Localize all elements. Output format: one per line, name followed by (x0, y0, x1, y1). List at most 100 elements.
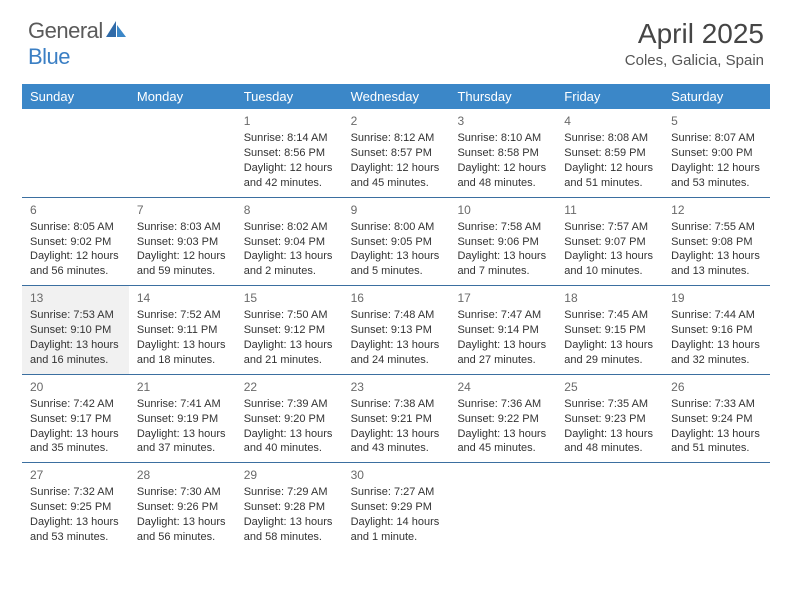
weekday-mon: Monday (129, 84, 236, 109)
daylight-text: and 59 minutes. (137, 264, 230, 279)
sunset-text: Sunset: 9:05 PM (351, 235, 444, 250)
day-cell: 11 Sunrise: 7:57 AMSunset: 9:07 PMDayligh… (556, 198, 663, 286)
daylight-text: and 16 minutes. (30, 353, 123, 368)
day-cell: 23Sunrise: 7:38 AMSunset: 9:21 PMDayligh… (343, 375, 450, 463)
day-number: 1 (244, 113, 337, 129)
sunset-text: Sunset: 8:58 PM (457, 146, 550, 161)
sunrise-text: Sunrise: 7:29 AM (244, 485, 337, 500)
daylight-text: Daylight: 13 hours (671, 427, 764, 442)
month-title: April 2025 (625, 18, 764, 50)
logo-text: GeneralBlue (28, 18, 127, 70)
week-row: 20 Sunrise: 7:42 AMSunset: 9:17 PM Dayligh… (22, 375, 770, 464)
daylight-text: and 56 minutes. (30, 264, 123, 279)
sunrise-text: Sunrise: 7:32 AM (30, 485, 123, 500)
day-number: 28 (137, 467, 230, 483)
daylight-text: Daylight: 13 hours (137, 338, 230, 353)
daylight-text: and 48 minutes. (457, 176, 550, 191)
sunset-text: Sunset: 9:23 PM (564, 412, 657, 427)
weekday-fri: Friday (556, 84, 663, 109)
day-cell: 3Sunrise: 8:10 AMSunset: 8:58 PMDaylight… (449, 109, 556, 197)
day-number: 12 (671, 202, 764, 218)
sunrise-text: Sunrise: 7:27 AM (351, 485, 444, 500)
daylight-text: and 51 minutes. (564, 176, 657, 191)
page-header: GeneralBlue April 2025 Coles, Galicia, S… (0, 0, 792, 78)
day-cell: 26 Sunrise: 7:33 AMSunset: 9:24 PMDayligh… (663, 375, 770, 463)
day-number: 29 (244, 467, 337, 483)
sunset-text: Sunset: 9:24 PM (671, 412, 764, 427)
day-number: 17 (457, 290, 550, 306)
day-cell: 7Sunrise: 8:03 AMSunset: 9:03 PMDaylight… (129, 198, 236, 286)
day-cell: 1Sunrise: 8:14 AMSunset: 8:56 PMDaylight… (236, 109, 343, 197)
sunset-text: Sunset: 8:57 PM (351, 146, 444, 161)
sunrise-text: Sunrise: 7:44 AM (671, 308, 764, 323)
sunrise-text: Sunrise: 7:48 AM (351, 308, 444, 323)
day-cell: 17Sunrise: 7:47 AMSunset: 9:14 PMDayligh… (449, 286, 556, 374)
day-cell: 20Sunrise: 7:42 AMSunset: 9:17 PMDayligh… (22, 375, 129, 463)
daylight-text: Daylight: 13 hours (351, 427, 444, 442)
sunset-text: Sunset: 9:26 PM (137, 500, 230, 515)
daylight-text: and 13 minutes. (671, 264, 764, 279)
sunset-text: Sunset: 9:20 PM (244, 412, 337, 427)
sunset-text: Sunset: 9:11 PM (137, 323, 230, 338)
daylight-text: Daylight: 13 hours (671, 338, 764, 353)
sunrise-text: Sunrise: 7:45 AM (564, 308, 657, 323)
sunrise-text: Sunrise: 7:30 AM (137, 485, 230, 500)
day-cell: 5Sunrise: 8:07 AMSunset: 9:00 PMDaylight… (663, 109, 770, 197)
sunrise-text: Sunrise: 8:00 AM (351, 220, 444, 235)
day-cell: 30Sunrise: 7:27 AMSunset: 9:29 PMDayligh… (343, 463, 450, 551)
sunset-text: Sunset: 9:10 PM (30, 323, 123, 338)
day-cell: 15Sunrise: 7:50 AMSunset: 9:12 PMDayligh… (236, 286, 343, 374)
sunset-text: Sunset: 8:59 PM (564, 146, 657, 161)
daylight-text: Daylight: 13 hours (564, 249, 657, 264)
sunset-text: Sunset: 9:19 PM (137, 412, 230, 427)
day-cell: 18Sunrise: 7:45 AMSunset: 9:15 PMDayligh… (556, 286, 663, 374)
sunset-text: Sunset: 9:06 PM (457, 235, 550, 250)
day-number: 14 (137, 290, 230, 306)
weekday-header-row: Sunday Monday Tuesday Wednesday Thursday… (22, 84, 770, 109)
weekday-thu: Thursday (449, 84, 556, 109)
sunset-text: Sunset: 9:07 PM (564, 235, 657, 250)
logo: GeneralBlue (28, 18, 127, 70)
daylight-text: Daylight: 12 hours (244, 161, 337, 176)
daylight-text: and 21 minutes. (244, 353, 337, 368)
daylight-text: Daylight: 13 hours (244, 515, 337, 530)
daylight-text: Daylight: 13 hours (564, 338, 657, 353)
sunset-text: Sunset: 9:13 PM (351, 323, 444, 338)
day-number: 8 (244, 202, 337, 218)
sunrise-text: Sunrise: 7:42 AM (30, 397, 123, 412)
day-cell: 19Sunrise: 7:44 AMSunset: 9:16 PMDayligh… (663, 286, 770, 374)
daylight-text: and 2 minutes. (244, 264, 337, 279)
sunrise-text: Sunrise: 7:33 AM (671, 397, 764, 412)
sunrise-text: Sunrise: 7:50 AM (244, 308, 337, 323)
daylight-text: Daylight: 13 hours (351, 338, 444, 353)
sunset-text: Sunset: 9:14 PM (457, 323, 550, 338)
sunrise-text: Sunrise: 8:07 AM (671, 131, 764, 146)
sunrise-text: Sunrise: 7:57 AM (564, 220, 657, 235)
day-cell: 14Sunrise: 7:52 AMSunset: 9:11 PMDayligh… (129, 286, 236, 374)
weeks-container: 1Sunrise: 8:14 AMSunset: 8:56 PMDaylight… (22, 109, 770, 551)
daylight-text: Daylight: 13 hours (457, 427, 550, 442)
day-number: 27 (30, 467, 123, 483)
day-cell: 6Sunrise: 8:05 AMSunset: 9:02 PMDaylight… (22, 198, 129, 286)
day-cell (129, 109, 236, 197)
sunset-text: Sunset: 9:17 PM (30, 412, 123, 427)
day-number: 5 (671, 113, 764, 129)
day-cell: 9Sunrise: 8:00 AMSunset: 9:05 PMDaylight… (343, 198, 450, 286)
sunrise-text: Sunrise: 7:39 AM (244, 397, 337, 412)
daylight-text: and 45 minutes. (457, 441, 550, 456)
daylight-text: and 37 minutes. (137, 441, 230, 456)
day-number: 18 (564, 290, 657, 306)
daylight-text: Daylight: 12 hours (564, 161, 657, 176)
day-number: 26 (671, 379, 764, 395)
day-number: 11 (564, 202, 657, 218)
day-cell: 8Sunrise: 8:02 AMSunset: 9:04 PMDaylight… (236, 198, 343, 286)
daylight-text: Daylight: 13 hours (351, 249, 444, 264)
daylight-text: and 24 minutes. (351, 353, 444, 368)
day-number: 13 (30, 290, 123, 306)
sunset-text: Sunset: 9:21 PM (351, 412, 444, 427)
day-number: 20 (30, 379, 123, 395)
sunrise-text: Sunrise: 7:55 AM (671, 220, 764, 235)
sunrise-text: Sunrise: 8:08 AM (564, 131, 657, 146)
daylight-text: Daylight: 13 hours (244, 249, 337, 264)
day-number: 6 (30, 202, 123, 218)
